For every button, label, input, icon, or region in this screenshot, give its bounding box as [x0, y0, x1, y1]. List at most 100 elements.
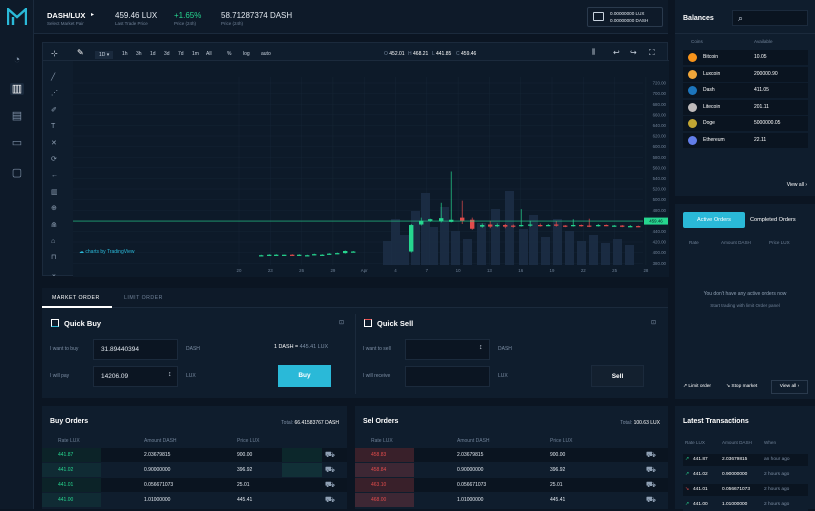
text-icon[interactable]: T [51, 123, 56, 131]
table-row[interactable]: 468.00 1.01000000 445.41 ⛟ [355, 493, 668, 507]
sell-stepper-icon[interactable]: ↕ [479, 344, 483, 351]
range-button-1d[interactable]: 1d [150, 51, 156, 57]
orders-view-all-button[interactable]: View all › [771, 380, 808, 394]
buy-stepper-icon[interactable]: ↕ [168, 371, 172, 378]
table-row[interactable]: 458.84 0.90000000 396.92 ⛟ [355, 463, 668, 477]
table-row[interactable]: 441.01 0.056671073 25.01 ⛟ [42, 478, 347, 492]
cart-icon[interactable]: ⛟ [324, 495, 335, 504]
balance-row-ethereum[interactable]: Ethereum 22.11 [683, 132, 808, 148]
undo-icon[interactable]: ↩ [613, 48, 620, 57]
balances-view-all[interactable]: View all › [787, 182, 807, 188]
range-button-3h[interactable]: 3h [136, 51, 142, 57]
log-button[interactable]: log [243, 51, 250, 57]
pair-subtitle: Select Market Pair [47, 21, 84, 26]
stop-market-link[interactable]: ↘ Stop market [726, 384, 757, 389]
magnet-icon[interactable]: ⋒ [51, 221, 57, 229]
sell-expand-icon[interactable]: ⊡ [651, 320, 657, 326]
balance-row-litecoin[interactable]: Litecoin 201.11 [683, 99, 808, 115]
wallet-icon [593, 12, 604, 21]
balance-search-input[interactable]: ⌕ [732, 10, 808, 26]
chat-icon[interactable]: ▢ [11, 167, 23, 179]
cart-icon[interactable]: ⛟ [645, 450, 656, 459]
interval-select[interactable]: 1D ▾ [95, 51, 114, 59]
balance-row-doge[interactable]: Doge 5000000.05 [683, 116, 808, 131]
trend-line-icon[interactable]: ╱ [51, 74, 56, 81]
tx-rate: 441.02 [693, 472, 708, 477]
percent-button[interactable]: % [227, 51, 232, 57]
order-amount: 0.056671073 [457, 482, 487, 488]
range-button-1m[interactable]: 1m [192, 51, 199, 57]
lock-tools-icon[interactable]: ⌂ [51, 238, 56, 246]
buy-col-amount: Amount DASH [144, 438, 177, 444]
fullscreen-icon[interactable]: ⛶ [649, 48, 655, 57]
date-tick: 13 [487, 268, 492, 273]
pair-name[interactable]: DASH/LUX [47, 11, 86, 20]
table-row[interactable]: 441.02 0.90000000 396.92 ⛟ [42, 463, 347, 477]
auto-button[interactable]: auto [261, 51, 271, 57]
brush-icon[interactable]: ✐ [51, 106, 57, 114]
tab-active-orders[interactable]: Active Orders [683, 212, 745, 228]
date-tick: 20 [237, 268, 242, 273]
measure-icon[interactable]: ⟳ [51, 156, 57, 164]
cart-icon[interactable]: ⛟ [324, 450, 335, 459]
bar-chart-icon[interactable]: ▥ [10, 83, 24, 95]
range-button-7d[interactable]: 7d [178, 51, 184, 57]
cart-icon[interactable]: ⛟ [645, 480, 656, 489]
tab-limit-order[interactable]: LIMIT ORDER [124, 295, 163, 301]
bar-type-icon[interactable]: ⫼ [592, 49, 596, 56]
candle-body [554, 224, 559, 226]
range-button-all[interactable]: All [206, 51, 212, 57]
cart-icon[interactable]: ⛟ [645, 495, 656, 504]
cart-icon[interactable]: ⛟ [324, 465, 335, 474]
collapse-tools-icon[interactable]: ⌄ [51, 270, 57, 278]
table-row[interactable]: 463.10 0.056671073 25.01 ⛟ [355, 478, 668, 492]
arrow-up-icon: ↗ [685, 457, 690, 462]
crosshair-icon[interactable]: ⊹ [51, 49, 58, 58]
pencil-icon[interactable]: ✎ [77, 48, 84, 57]
sell-button[interactable]: Sell [591, 365, 644, 387]
redo-icon[interactable]: ↪ [630, 48, 637, 57]
balance-row-luxcoin[interactable]: Luxcoin 200000.90 [683, 66, 808, 82]
sell-receive-input[interactable] [405, 366, 490, 387]
pair-dropdown-icon[interactable]: ▸ [91, 12, 95, 18]
buy-button[interactable]: Buy [278, 365, 331, 387]
zoom-icon[interactable]: ⊕ [51, 205, 57, 213]
buy-pay-input[interactable]: 14206.09 [93, 366, 178, 387]
document-icon[interactable]: ▤ [11, 110, 23, 122]
ohlc-value: 441.85 [436, 51, 452, 57]
balance-row-bitcoin[interactable]: Bitcoin 10.05 [683, 50, 808, 65]
stats-icon[interactable]: ▥ [51, 188, 58, 196]
wallet-summary[interactable]: 0.00000000 LUX 0.00000000 DASH [587, 7, 663, 27]
sell-col-amount: Amount DASH [457, 438, 490, 444]
range-button-3d[interactable]: 3d [164, 51, 170, 57]
volume-bar [391, 219, 400, 265]
latest-col-amount: Amount DASH [722, 440, 752, 445]
table-row[interactable]: 458.83 2.03679815 900.00 ⛟ [355, 448, 668, 462]
cart-icon[interactable]: ⛟ [324, 480, 335, 489]
tab-market-order[interactable]: MARKET ORDER [42, 288, 112, 308]
quick-buy-icon [51, 319, 59, 327]
buy-amount-input[interactable]: 31.89440394 [93, 339, 178, 360]
sell-amount-input[interactable] [405, 339, 490, 360]
candlestick-chart[interactable]: 720.00 700.00 680.00 660.00 640.00 620.00 600.… [73, 61, 669, 277]
table-row[interactable]: 441.00 1.01000000 445.41 ⛟ [42, 493, 347, 507]
folder-icon[interactable]: ▭ [11, 137, 23, 149]
cart-icon[interactable]: ⛟ [645, 465, 656, 474]
fib-icon[interactable]: ⋰ [51, 90, 58, 98]
pattern-icon[interactable]: ✕ [51, 139, 57, 147]
range-button-1h[interactable]: 1h [122, 51, 128, 57]
tab-completed-orders[interactable]: Completed Orders [750, 217, 796, 223]
ohlc-value: 452.01 [389, 51, 405, 57]
candle-body [259, 255, 264, 257]
balance-row-dash[interactable]: Dash 411.05 [683, 83, 808, 98]
pie-chart-icon[interactable]: ◔ [13, 54, 21, 66]
buy-expand-icon[interactable]: ⊡ [339, 320, 345, 326]
tradingview-icon: ☁ [79, 249, 84, 255]
arrow-left-icon[interactable]: ← [51, 172, 58, 180]
ohlc-key: H [408, 51, 412, 57]
arrow-icon: ↗ [683, 384, 688, 389]
candle-body [563, 225, 568, 227]
lock-icon[interactable]: ⊓ [51, 254, 57, 262]
limit-order-link[interactable]: ↗ Limit order [683, 384, 711, 389]
table-row[interactable]: 441.87 2.03679815 900.00 ⛟ [42, 448, 347, 462]
